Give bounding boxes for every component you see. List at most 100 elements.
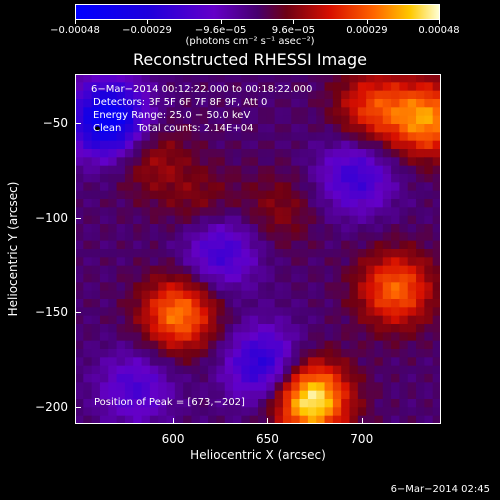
- heatmap-cell: [141, 240, 151, 250]
- heatmap-cell: [366, 207, 376, 217]
- heatmap-cell: [99, 99, 109, 108]
- heatmap-cell: [199, 74, 209, 83]
- heatmap-cell: [116, 157, 126, 167]
- heatmap-cell: [166, 224, 176, 233]
- heatmap-cell: [108, 165, 118, 175]
- heatmap-cell: [133, 199, 143, 208]
- heatmap-cell: [174, 157, 184, 167]
- heatmap-cell: [274, 257, 284, 267]
- heatmap-cell: [199, 332, 209, 342]
- heatmap-cell: [357, 90, 367, 100]
- heatmap-cell: [208, 265, 218, 275]
- heatmap-cell: [99, 190, 109, 200]
- heatmap-cell: [282, 315, 292, 325]
- heatmap-cell: [416, 265, 425, 275]
- heatmap-cell: [141, 399, 151, 408]
- heatmap-cell: [291, 257, 301, 267]
- heatmap-cell: [382, 224, 392, 233]
- heatmap-cell: [166, 182, 176, 192]
- heatmap-cell: [166, 315, 176, 325]
- heatmap-cell: [183, 390, 193, 400]
- heatmap-cell: [208, 157, 218, 167]
- heatmap-cell: [149, 282, 159, 292]
- heatmap-cell: [108, 382, 118, 392]
- heatmap-cell: [191, 74, 201, 83]
- heatmap-cell: [191, 249, 201, 258]
- heatmap-cell: [357, 407, 367, 417]
- heatmap-cell: [141, 349, 151, 358]
- heatmap-cell: [199, 357, 209, 367]
- heatmap-cell: [191, 382, 201, 392]
- peak-position-label: Position of Peak = [673,−202]: [94, 397, 245, 408]
- heatmap-cell: [158, 315, 168, 325]
- x-axis-label: Heliocentric X (arcsec): [190, 448, 326, 462]
- heatmap-cell: [149, 165, 159, 175]
- heatmap-cell: [249, 415, 259, 424]
- heatmap-cell: [124, 324, 134, 333]
- heatmap-cell: [99, 332, 109, 342]
- heatmap-cell: [91, 199, 101, 208]
- heatmap-cell: [149, 132, 159, 142]
- heatmap-cell: [266, 174, 276, 183]
- heatmap-cell: [399, 315, 409, 325]
- heatmap-cell: [341, 365, 351, 375]
- heatmap-cell: [199, 390, 209, 400]
- heatmap-cell: [241, 365, 251, 375]
- heatmap-cell: [75, 115, 84, 125]
- heatmap-cell: [191, 174, 201, 183]
- heatmap-cell: [399, 157, 409, 167]
- heatmap-cell: [116, 257, 126, 267]
- heatmap-cell: [116, 365, 126, 375]
- heatmap-cell: [366, 340, 376, 350]
- heatmap-cell: [432, 140, 441, 150]
- heatmap-cell: [299, 407, 309, 417]
- heatmap-cell: [216, 224, 226, 233]
- heatmap-cell: [141, 265, 151, 275]
- heatmap-cell: [291, 107, 301, 117]
- heatmap-cell: [407, 274, 417, 283]
- heatmap-cell: [83, 282, 93, 292]
- heatmap-cell: [99, 365, 109, 375]
- heatmap-cell: [332, 340, 342, 350]
- heatmap-cell: [324, 415, 334, 424]
- heatmap-cell: [141, 82, 151, 92]
- heatmap-cell: [391, 307, 401, 317]
- heatmap-cell: [133, 407, 143, 417]
- heatmap-cell: [432, 257, 441, 267]
- heatmap-cell: [299, 190, 309, 200]
- heatmap-cell: [366, 265, 376, 275]
- heatmap-cell: [149, 349, 159, 358]
- heatmap-cell: [183, 207, 193, 217]
- heatmap-cell: [274, 332, 284, 342]
- heatmap-cell: [332, 157, 342, 167]
- heatmap-cell: [133, 265, 143, 275]
- heatmap-cell: [399, 307, 409, 317]
- heatmap-cell: [374, 265, 384, 275]
- heatmap-cell: [374, 174, 384, 183]
- heatmap-cell: [366, 349, 376, 358]
- heatmap-cell: [191, 124, 201, 133]
- heatmap-cell: [324, 232, 334, 242]
- heatmap-cell: [424, 232, 434, 242]
- heatmap-cell: [133, 282, 143, 292]
- heatmap-cell: [108, 107, 118, 117]
- heatmap-cell: [208, 324, 218, 333]
- heatmap-cell: [341, 99, 351, 108]
- heatmap-cell: [233, 99, 242, 108]
- heatmap-cell: [274, 207, 284, 217]
- heatmap-cell: [249, 190, 259, 200]
- heatmap-cell: [324, 149, 334, 158]
- heatmap-cell: [166, 365, 176, 375]
- heatmap-cell: [141, 374, 151, 383]
- heatmap-cell: [324, 340, 334, 350]
- heatmap-cell: [183, 165, 193, 175]
- heatmap-cell: [75, 82, 84, 92]
- heatmap-cell: [416, 282, 425, 292]
- heatmap-cell: [391, 299, 401, 308]
- colorbar-tick-label: −0.00048: [50, 25, 100, 36]
- heatmap-cell: [166, 374, 176, 383]
- heatmap-cell: [407, 324, 417, 333]
- heatmap-cell: [357, 215, 367, 225]
- heatmap-cell: [199, 382, 209, 392]
- heatmap-cell: [191, 132, 201, 142]
